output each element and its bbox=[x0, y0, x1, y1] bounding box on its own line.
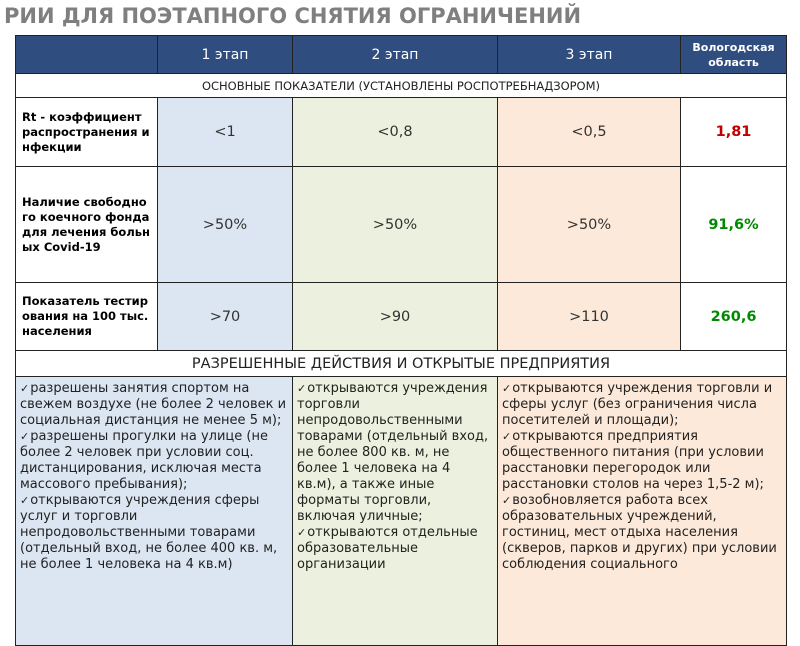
cell: >70 bbox=[157, 282, 293, 351]
header-cell: 1 этап bbox=[157, 35, 293, 74]
action-item: разрешены занятия спортом на свежем возд… bbox=[20, 381, 288, 429]
cell: >90 bbox=[292, 282, 498, 351]
row-label: Наличие свободного коечного фонда для ле… bbox=[15, 166, 158, 283]
header-cell: Вологодская область bbox=[680, 35, 787, 74]
action-item: открываются отдельные образовательные ор… bbox=[297, 525, 493, 573]
section-title: ОСНОВНЫЕ ПОКАЗАТЕЛИ (УСТАНОВЛЕНЫ РОСПОТР… bbox=[15, 73, 787, 98]
header-row: 1 этап 2 этап 3 этап Вологодская область bbox=[15, 35, 787, 74]
region-value: 1,81 bbox=[680, 97, 787, 167]
actions-cell: разрешены занятия спортом на свежем возд… bbox=[15, 376, 293, 646]
header-cell bbox=[15, 35, 158, 74]
page-title: РИИ ДЛЯ ПОЭТАПНОГО СНЯТИЯ ОГРАНИЧЕНИЙ bbox=[4, 4, 582, 28]
cell: <0,5 bbox=[497, 97, 681, 167]
section-title: РАЗРЕШЕННЫЕ ДЕЙСТВИЯ И ОТКРЫТЫЕ ПРЕДПРИЯ… bbox=[15, 350, 787, 377]
action-item: открываются учреждения торговли непродов… bbox=[297, 381, 493, 525]
action-item: открываются предприятия общественного пи… bbox=[502, 429, 782, 493]
action-item: открываются учреждения сферы услуг и тор… bbox=[20, 493, 288, 573]
cell: >50% bbox=[157, 166, 293, 283]
action-item: разрешены прогулки на улице (не более 2 … bbox=[20, 429, 288, 493]
cell: >110 bbox=[497, 282, 681, 351]
cell: >50% bbox=[497, 166, 681, 283]
row-label: Rt - коэффициент распространения инфекци… bbox=[15, 97, 158, 167]
region-value: 260,6 bbox=[680, 282, 787, 351]
header-cell: 3 этап bbox=[497, 35, 681, 74]
row: Наличие свободного коечного фонда для ле… bbox=[15, 166, 787, 283]
cell: <1 bbox=[157, 97, 293, 167]
row-label: Показатель тестирования на 100 тыс. насе… bbox=[15, 282, 158, 351]
section-row: ОСНОВНЫЕ ПОКАЗАТЕЛИ (УСТАНОВЛЕНЫ РОСПОТР… bbox=[15, 73, 787, 98]
action-item: открываются учреждения торговли и сферы … bbox=[502, 381, 782, 429]
cell: >50% bbox=[292, 166, 498, 283]
actions-cell: открываются учреждения торговли непродов… bbox=[292, 376, 498, 646]
header-cell: 2 этап bbox=[292, 35, 498, 74]
page-body: РИИ ДЛЯ ПОЭТАПНОГО СНЯТИЯ ОГРАНИЧЕНИЙ 1 … bbox=[0, 0, 800, 600]
restrictions-table: 1 этап 2 этап 3 этап Вологодская область… bbox=[15, 35, 787, 646]
region-value: 91,6% bbox=[680, 166, 787, 283]
row: Rt - коэффициент распространения инфекци… bbox=[15, 97, 787, 167]
section-row: РАЗРЕШЕННЫЕ ДЕЙСТВИЯ И ОТКРЫТЫЕ ПРЕДПРИЯ… bbox=[15, 350, 787, 377]
actions-row: разрешены занятия спортом на свежем возд… bbox=[15, 376, 787, 646]
action-item: возобновляется работа всех образовательн… bbox=[502, 493, 782, 573]
actions-cell: открываются учреждения торговли и сферы … bbox=[497, 376, 787, 646]
cell: <0,8 bbox=[292, 97, 498, 167]
page: {"title": "РИИ ДЛЯ ПОЭТАПНОГО СНЯТИЯ ОГР… bbox=[0, 0, 800, 600]
row: Показатель тестирования на 100 тыс. насе… bbox=[15, 282, 787, 351]
